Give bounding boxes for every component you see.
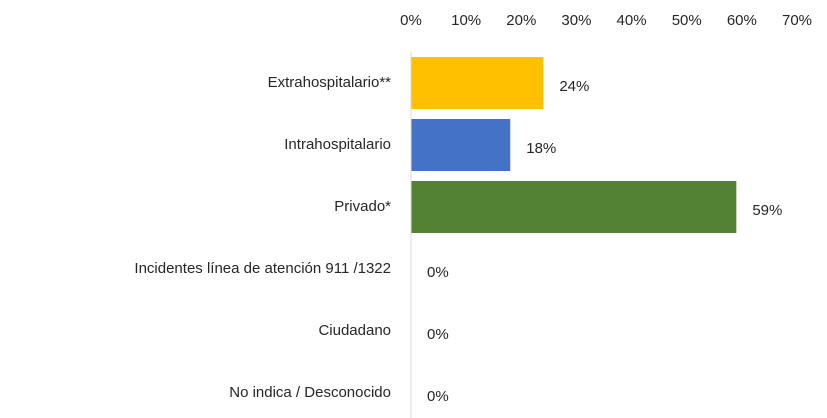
y-tick-label: Extrahospitalario** [268, 74, 392, 91]
data-label: 0% [427, 326, 449, 343]
x-tick-label: 10% [451, 12, 481, 29]
y-tick-label: Ciudadano [318, 322, 391, 339]
x-tick-label: 30% [561, 12, 591, 29]
y-tick-label: No indica / Desconocido [229, 384, 391, 401]
x-tick-label: 50% [672, 12, 702, 29]
bar [411, 181, 737, 233]
y-tick-label: Intrahospitalario [284, 136, 391, 153]
y-tick-label: Incidentes línea de atención 911 /1322 [134, 260, 391, 277]
bar [411, 57, 544, 109]
x-tick-label: 20% [506, 12, 536, 29]
x-tick-label: 0% [400, 12, 422, 29]
bar [411, 119, 511, 171]
data-label: 59% [752, 202, 782, 219]
data-label: 24% [559, 78, 589, 95]
x-tick-label: 60% [727, 12, 757, 29]
y-tick-label: Privado* [334, 198, 391, 215]
data-label: 0% [427, 264, 449, 281]
data-label: 0% [427, 388, 449, 405]
x-tick-label: 40% [617, 12, 647, 29]
data-label: 18% [526, 140, 556, 157]
x-tick-label: 70% [782, 12, 812, 29]
